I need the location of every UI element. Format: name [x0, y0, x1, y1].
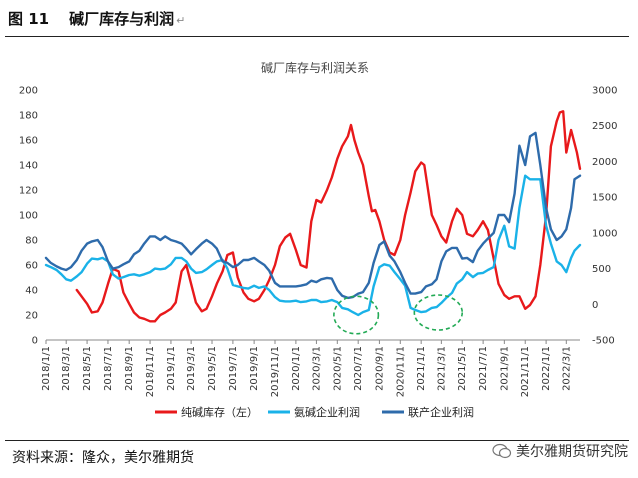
- chart-title: 碱厂库存与利润关系: [261, 60, 369, 75]
- x-tick-label: 2018/9/1: [124, 346, 135, 391]
- x-tick-label: 2019/9/1: [249, 346, 260, 391]
- return-mark-icon: ↵: [176, 14, 186, 27]
- y-left-tick-label: 40: [25, 286, 38, 297]
- highlight-ellipse: [333, 295, 380, 335]
- y-left-tick-label: 20: [25, 311, 38, 322]
- x-tick-label: 2020/3/1: [311, 346, 322, 391]
- y-left-tick-label: 120: [19, 186, 38, 197]
- joint-alkali-profit-line: [44, 131, 582, 300]
- x-tick-label: 2018/1/1: [41, 346, 52, 391]
- x-tick-label: 2020/7/1: [353, 346, 364, 391]
- x-tick-label: 2020/1/1: [291, 346, 302, 391]
- y-right-tick-label: 3000: [592, 86, 617, 97]
- watermark: 美尔雅期货研究院: [492, 441, 628, 461]
- wechat-icon: [492, 443, 512, 459]
- x-tick-label: 2021/9/1: [499, 346, 510, 391]
- legend-label: 纯碱库存（左）: [181, 405, 258, 419]
- x-tick-label: 2021/11/1: [520, 346, 531, 397]
- x-tick-label: 2018/11/1: [145, 346, 156, 397]
- y-right-tick-label: -500: [592, 336, 615, 347]
- legend: 纯碱库存（左） 氨碱企业利润 联产企业利润: [155, 405, 474, 419]
- x-tick-label: 2022/3/1: [561, 346, 572, 391]
- x-tick-label: 2021/1/1: [416, 346, 427, 391]
- soda-ash-inventory-line: [75, 110, 582, 323]
- y-right-tick-label: 0: [592, 300, 598, 311]
- axes-layer: 0 20 40 60 80 100 120 140 160 180 200 -500 0 500 1000 1…: [19, 86, 618, 398]
- source-note: 资料来源：隆众，美尔雅期货: [12, 450, 194, 466]
- y-right-tick-label: 500: [592, 264, 611, 275]
- y-left-tick-label: 0: [32, 336, 38, 347]
- line-chart: 碱厂库存与利润关系 0 20 40 60 80 100 120 140 160 180 200 -50…: [19, 60, 618, 419]
- y-right-tick-label: 2500: [592, 121, 617, 132]
- y-left-tick-label: 200: [19, 86, 38, 97]
- x-tick-label: 2018/3/1: [61, 346, 72, 391]
- legend-label: 联产企业利润: [408, 405, 474, 419]
- figure-number: 图 11: [8, 10, 50, 28]
- x-tick-label: 2020/11/1: [395, 346, 406, 397]
- x-tick-label: 2021/3/1: [436, 346, 447, 391]
- y-left-tick-label: 180: [19, 111, 38, 122]
- y-left-tick-label: 80: [25, 236, 38, 247]
- y-left-tick-label: 100: [19, 211, 38, 222]
- watermark-text: 美尔雅期货研究院: [516, 444, 628, 460]
- x-tick-label: 2019/5/1: [207, 346, 218, 391]
- x-tick-label: 2018/5/1: [82, 346, 93, 391]
- x-tick-label: 2020/9/1: [374, 346, 385, 391]
- x-tick-label: 2018/7/1: [103, 346, 114, 391]
- x-tick-label: 2021/5/1: [457, 346, 468, 391]
- figure-header: 图 11 碱厂库存与利润 ↵: [8, 8, 185, 34]
- highlight-ellipse: [413, 294, 464, 331]
- y-right-tick-label: 1500: [592, 193, 617, 204]
- figure-title: 碱厂库存与利润: [69, 10, 175, 28]
- x-tick-label: 2019/1/1: [166, 346, 177, 391]
- footer-rule: [5, 440, 629, 441]
- y-right-tick-label: 1000: [592, 228, 617, 239]
- y-left-tick-label: 60: [25, 261, 38, 272]
- y-left-tick-label: 140: [19, 161, 38, 172]
- x-tick-label: 2019/7/1: [228, 346, 239, 391]
- x-tick-label: 2020/5/1: [332, 346, 343, 391]
- legend-label: 氨碱企业利润: [294, 405, 360, 419]
- x-tick-label: 2019/11/1: [270, 346, 281, 397]
- y-left-tick-label: 160: [19, 136, 38, 147]
- y-right-tick-label: 2000: [592, 157, 617, 168]
- series-layer: [44, 110, 582, 323]
- header-rule: [5, 36, 629, 37]
- ammonia-alkali-profit-line: [44, 174, 582, 317]
- annotation-layer: [333, 294, 464, 335]
- x-tick-label: 2022/1/1: [541, 346, 552, 391]
- x-tick-label: 2019/3/1: [186, 346, 197, 391]
- x-tick-label: 2021/7/1: [478, 346, 489, 391]
